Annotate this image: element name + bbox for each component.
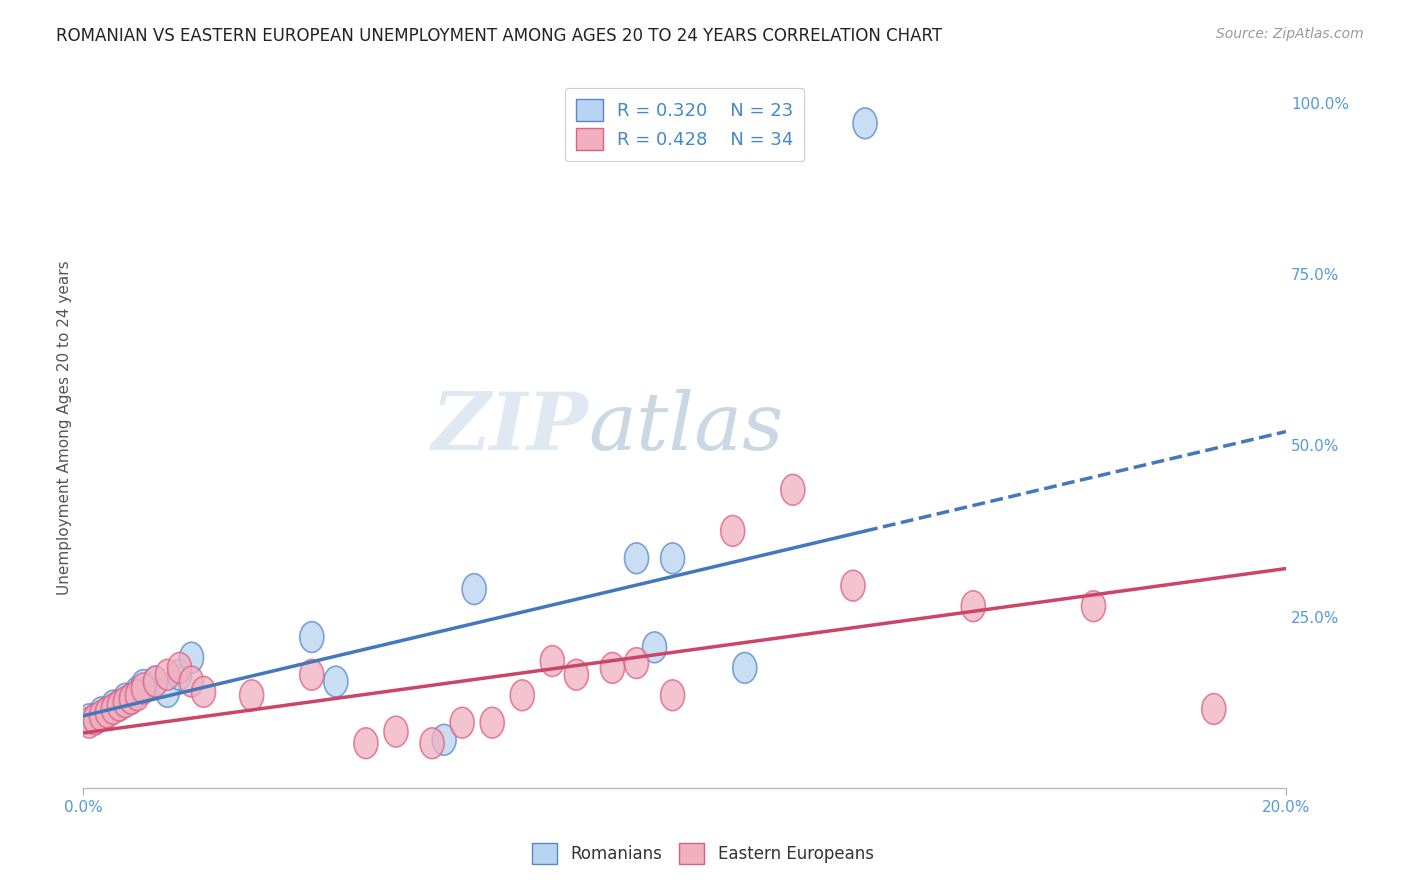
Ellipse shape (420, 728, 444, 758)
Ellipse shape (354, 728, 378, 758)
Ellipse shape (101, 694, 125, 724)
Ellipse shape (156, 659, 180, 690)
Ellipse shape (143, 666, 167, 697)
Ellipse shape (323, 666, 347, 697)
Ellipse shape (384, 716, 408, 747)
Text: ROMANIAN VS EASTERN EUROPEAN UNEMPLOYMENT AMONG AGES 20 TO 24 YEARS CORRELATION : ROMANIAN VS EASTERN EUROPEAN UNEMPLOYMEN… (56, 27, 942, 45)
Ellipse shape (83, 704, 107, 735)
Ellipse shape (90, 697, 114, 728)
Ellipse shape (239, 680, 264, 711)
Ellipse shape (1202, 694, 1226, 724)
Ellipse shape (107, 690, 131, 721)
Ellipse shape (299, 622, 323, 652)
Ellipse shape (841, 570, 865, 601)
Ellipse shape (125, 676, 149, 707)
Ellipse shape (450, 707, 474, 738)
Ellipse shape (432, 724, 456, 756)
Ellipse shape (143, 666, 167, 697)
Ellipse shape (114, 683, 138, 714)
Ellipse shape (510, 680, 534, 711)
Ellipse shape (962, 591, 986, 622)
Ellipse shape (90, 700, 114, 731)
Ellipse shape (107, 690, 131, 721)
Ellipse shape (481, 707, 505, 738)
Text: Source: ZipAtlas.com: Source: ZipAtlas.com (1216, 27, 1364, 41)
Legend: Romanians, Eastern Europeans: Romanians, Eastern Europeans (526, 837, 880, 871)
Ellipse shape (120, 683, 143, 714)
Ellipse shape (780, 475, 804, 505)
Text: ZIP: ZIP (432, 390, 589, 467)
Ellipse shape (77, 704, 101, 735)
Ellipse shape (463, 574, 486, 605)
Y-axis label: Unemployment Among Ages 20 to 24 years: Unemployment Among Ages 20 to 24 years (58, 260, 72, 596)
Ellipse shape (96, 697, 120, 728)
Ellipse shape (624, 648, 648, 679)
Text: atlas: atlas (589, 390, 783, 467)
Ellipse shape (564, 659, 589, 690)
Ellipse shape (101, 690, 125, 721)
Ellipse shape (600, 652, 624, 683)
Ellipse shape (661, 543, 685, 574)
Legend: R = 0.320    N = 23, R = 0.428    N = 34: R = 0.320 N = 23, R = 0.428 N = 34 (565, 88, 804, 161)
Ellipse shape (624, 543, 648, 574)
Ellipse shape (540, 646, 564, 676)
Ellipse shape (180, 666, 204, 697)
Ellipse shape (180, 642, 204, 673)
Ellipse shape (125, 680, 149, 711)
Ellipse shape (299, 659, 323, 690)
Ellipse shape (83, 704, 107, 735)
Ellipse shape (1081, 591, 1105, 622)
Ellipse shape (733, 652, 756, 683)
Ellipse shape (120, 683, 143, 714)
Ellipse shape (643, 632, 666, 663)
Ellipse shape (77, 707, 101, 738)
Ellipse shape (853, 108, 877, 139)
Ellipse shape (191, 676, 215, 707)
Ellipse shape (167, 659, 191, 690)
Ellipse shape (167, 652, 191, 683)
Ellipse shape (131, 670, 156, 700)
Ellipse shape (114, 687, 138, 717)
Ellipse shape (661, 680, 685, 711)
Ellipse shape (96, 697, 120, 728)
Ellipse shape (721, 516, 745, 546)
Ellipse shape (156, 676, 180, 707)
Ellipse shape (131, 673, 156, 704)
